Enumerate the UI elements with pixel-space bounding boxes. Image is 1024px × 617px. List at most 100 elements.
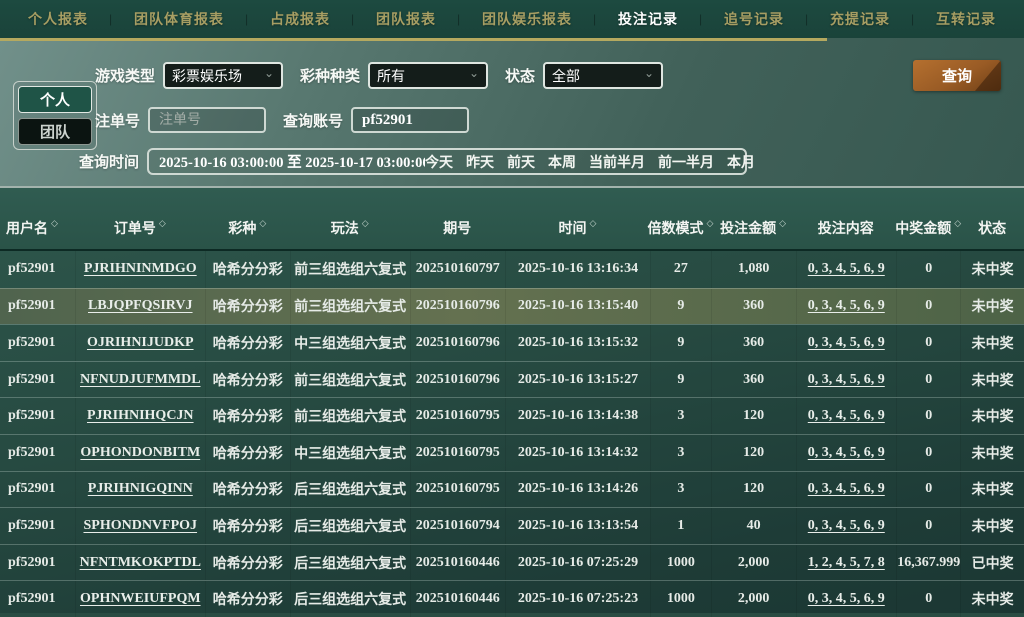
team-button[interactable]: 团队 — [18, 118, 92, 145]
time-shortcut-6[interactable]: 前一半月 — [658, 153, 715, 170]
order-no-input[interactable] — [148, 107, 267, 133]
column-header-user[interactable]: 用户名 ◇ — [6, 218, 58, 236]
order-number-link[interactable]: LBJQPFQSIRVJ — [88, 298, 193, 314]
nav-tab-5[interactable]: 团队娱乐报表 — [482, 11, 572, 27]
cell-lottery-type: 哈希分分彩 — [204, 288, 290, 325]
bet-content-link[interactable]: 0, 3, 4, 5, 6, 9 — [807, 444, 885, 460]
cell-bet-amount: 120 — [710, 434, 796, 471]
nav-separator: | — [108, 12, 114, 26]
nav-tab-2[interactable]: 团队体育报表 — [134, 11, 224, 27]
section-divider — [0, 186, 1024, 188]
nav-separator: | — [350, 12, 356, 26]
sort-icon: ◇ — [954, 218, 962, 228]
cell-bet-amount: 120 — [710, 471, 796, 508]
filter-row-inputs: 注单号 查询账号 — [95, 107, 470, 133]
order-number-link[interactable]: NFNUDJUFMMDL — [80, 371, 201, 387]
column-header-mult[interactable]: 倍数模式 ◇ — [647, 218, 714, 236]
column-header-play[interactable]: 玩法 ◇ — [330, 218, 369, 236]
nav-tab-4[interactable]: 团队报表 — [376, 11, 436, 27]
bet-content-link[interactable]: 0, 3, 4, 5, 6, 9 — [807, 371, 885, 387]
nav-tab-1[interactable]: 个人报表 — [28, 11, 88, 27]
cell-lottery-type: 哈希分分彩 — [204, 325, 290, 361]
personal-button[interactable]: 个人 — [18, 86, 92, 113]
cell-bet-amount: 1,080 — [710, 251, 796, 288]
cell-issue-number: 202510160797 — [409, 251, 505, 288]
cell-username: pf52901 — [8, 554, 56, 570]
table-row: pf52901 PJRIHNIGQINN 哈希分分彩 后三组选组六复式 2025… — [0, 470, 1024, 508]
time-shortcut-3[interactable]: 前天 — [507, 153, 536, 170]
table-row: pf52901 OJRIHNIJUDKP 哈希分分彩 中三组选组六复式 2025… — [0, 324, 1024, 361]
cell-bet-amount: 40 — [710, 508, 796, 544]
cell-status: 未中奖 — [960, 361, 1023, 398]
nav-separator: | — [698, 12, 704, 26]
cell-time: 2025-10-16 07:25:23 — [504, 581, 650, 617]
cell-time: 2025-10-16 13:15:32 — [504, 325, 650, 361]
order-number-link[interactable]: SPHONDNVFPOJ — [83, 517, 198, 533]
cell-bet-amount: 120 — [710, 398, 796, 434]
cell-win-amount: 16,367.999 — [895, 544, 961, 581]
nav-tab-9[interactable]: 互转记录 — [936, 11, 996, 27]
cell-play-type: 后三组选组六复式 — [289, 544, 410, 581]
cell-issue-number: 202510160446 — [409, 544, 505, 581]
cell-multiplier: 9 — [650, 288, 710, 325]
order-number-link[interactable]: OPHNWEIUFPQM — [80, 591, 201, 607]
time-shortcut-5[interactable]: 当前半月 — [589, 153, 646, 170]
cell-multiplier: 9 — [650, 325, 710, 361]
bet-content-link[interactable]: 0, 3, 4, 5, 6, 9 — [807, 517, 885, 533]
cell-lottery-type: 哈希分分彩 — [204, 544, 290, 581]
order-number-link[interactable]: PJRIHNIGQINN — [87, 481, 193, 497]
bet-content-link[interactable]: 0, 3, 4, 5, 6, 9 — [807, 261, 885, 277]
cell-play-type: 后三组选组六复式 — [289, 581, 410, 617]
column-header-status: 状态 — [978, 219, 1007, 236]
bet-content-link[interactable]: 0, 3, 4, 5, 6, 9 — [807, 334, 885, 350]
game-type-select[interactable]: 彩票娱乐场 ⌄ — [163, 62, 284, 89]
column-header-win[interactable]: 中奖金额 ◇ — [895, 218, 962, 236]
order-number-link[interactable]: OJRIHNIJUDKP — [86, 334, 194, 350]
order-number-link[interactable]: OPHONDONBITM — [80, 444, 201, 460]
records-table: 用户名 ◇ 订单号 ◇ 彩种 ◇ 玩法 ◇ 期号 时间 ◇ 倍数模式 ◇ 投注金额 ◇ 投注内容 中奖金额 ◇ 状态… — [0, 188, 1024, 617]
time-shortcut-2[interactable]: 昨天 — [466, 153, 495, 170]
cell-multiplier: 1000 — [650, 544, 710, 581]
search-button[interactable]: 查询 — [913, 60, 1001, 91]
bet-content-link[interactable]: 0, 3, 4, 5, 6, 9 — [807, 408, 885, 424]
cell-issue-number: 202510160796 — [409, 288, 505, 325]
column-header-lottery[interactable]: 彩种 ◇ — [228, 218, 267, 236]
cell-bet-amount: 2,000 — [710, 581, 796, 617]
order-number-link[interactable]: NFNTMKOKPTDL — [79, 554, 201, 570]
sort-icon: ◇ — [779, 218, 787, 228]
nav-separator: | — [804, 12, 810, 26]
top-nav: 个人报表 | 团队体育报表 | 占成报表 | 团队报表 | 团队娱乐报表 | 投注记录 | 追号记录 | 充… — [0, 0, 1024, 38]
bet-content-link[interactable]: 0, 3, 4, 5, 6, 9 — [807, 591, 885, 607]
cell-issue-number: 202510160795 — [409, 398, 505, 434]
order-number-link[interactable]: PJRIHNIHQCJN — [86, 408, 194, 424]
column-header-time[interactable]: 时间 ◇ — [558, 218, 597, 236]
bet-content-link[interactable]: 0, 3, 4, 5, 6, 9 — [807, 481, 885, 497]
cell-lottery-type: 哈希分分彩 — [204, 471, 290, 508]
cell-status: 未中奖 — [960, 251, 1023, 288]
status-select[interactable]: 全部 ⌄ — [543, 62, 664, 89]
cell-win-amount: 0 — [895, 361, 961, 398]
cell-multiplier: 1000 — [650, 581, 710, 617]
time-range-value[interactable]: 2025-10-16 03:00:00 至 2025-10-17 03:00:0… — [159, 155, 426, 171]
nav-tab-8[interactable]: 充提记录 — [830, 11, 890, 27]
nav-tab-7[interactable]: 追号记录 — [724, 11, 784, 27]
nav-tab-3[interactable]: 占成报表 — [270, 11, 330, 27]
time-shortcut-4[interactable]: 本周 — [548, 153, 577, 170]
bet-content-link[interactable]: 0, 3, 4, 5, 6, 9 — [807, 298, 885, 314]
time-shortcut-1[interactable]: 今天 — [425, 153, 454, 170]
order-number-link[interactable]: PJRIHNINMDGO — [83, 261, 197, 277]
order-no-label: 注单号 — [95, 112, 141, 130]
cell-bet-amount: 2,000 — [710, 544, 796, 581]
cell-bet-amount: 360 — [710, 288, 796, 325]
bet-content-link[interactable]: 1, 2, 4, 5, 7, 8 — [807, 554, 885, 570]
cell-status: 已中奖 — [960, 544, 1023, 581]
account-input[interactable] — [351, 107, 470, 133]
cell-bet-amount: 360 — [710, 361, 796, 398]
time-shortcut-7[interactable]: 本月 — [727, 153, 756, 170]
lottery-type-select[interactable]: 所有 ⌄ — [368, 62, 489, 89]
nav-tab-6[interactable]: 投注记录 — [618, 11, 678, 27]
column-header-amount[interactable]: 投注金额 ◇ — [720, 218, 787, 236]
cell-bet-amount: 360 — [710, 325, 796, 361]
column-header-order[interactable]: 订单号 ◇ — [113, 218, 166, 236]
sort-icon: ◇ — [51, 218, 58, 228]
